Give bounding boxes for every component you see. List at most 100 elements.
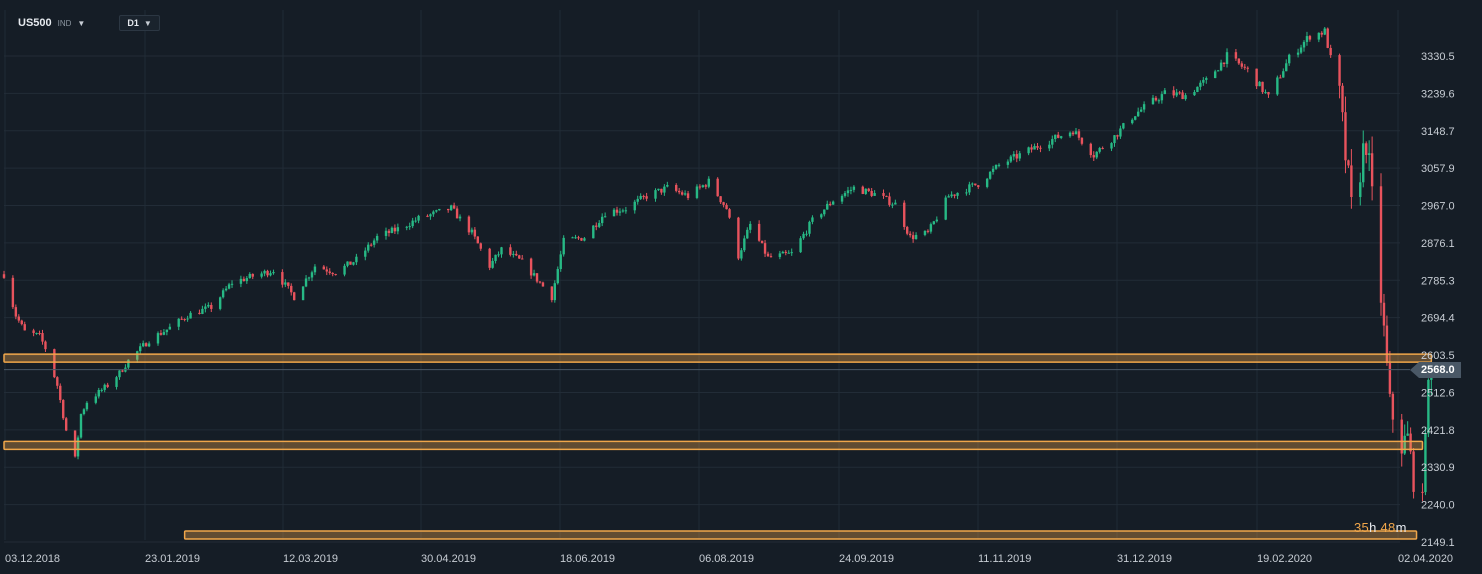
candle-bull: [263, 269, 266, 277]
candle-bull: [740, 247, 743, 261]
candle-bull: [1202, 77, 1205, 86]
candle-bull: [260, 271, 263, 279]
candle-body: [1288, 54, 1291, 64]
candle-bear: [325, 266, 328, 276]
candle-body: [322, 266, 326, 270]
candle-body: [20, 320, 23, 325]
candle-bull: [1362, 130, 1365, 188]
candle-bear: [393, 224, 397, 235]
candle-bull: [1139, 106, 1143, 113]
candle-body: [888, 196, 891, 205]
candle-bull: [470, 227, 474, 235]
candle-body: [1320, 32, 1323, 35]
candle-body: [849, 189, 853, 191]
candle-body: [1178, 92, 1181, 94]
candle-bull: [168, 323, 172, 330]
candle-body: [894, 202, 897, 205]
candle-body: [944, 197, 947, 220]
candle-body: [1427, 379, 1430, 434]
candle-bull: [1225, 48, 1229, 68]
candle-body: [766, 253, 770, 257]
candle-body: [654, 190, 657, 199]
candle-bull: [165, 329, 169, 336]
candle-body: [1302, 41, 1306, 48]
candle-body: [867, 188, 870, 191]
candle-body: [799, 238, 802, 253]
candle-body: [1317, 32, 1321, 40]
symbol-selector[interactable]: US500 IND ▼: [10, 15, 93, 31]
candles: [2, 26, 1433, 502]
candle-body: [722, 202, 725, 205]
candle-bull: [1033, 143, 1036, 150]
chevron-down-icon: ▼: [77, 18, 86, 28]
candle-body: [1282, 71, 1285, 78]
candle-body: [144, 343, 148, 347]
candle-bull: [1403, 424, 1406, 455]
candle-body: [811, 217, 814, 222]
candle-bull: [147, 341, 151, 348]
timeframe-selector[interactable]: D1 ▼: [119, 15, 160, 31]
candle-body: [911, 235, 915, 240]
candle-body: [974, 183, 977, 186]
candle-body: [210, 304, 213, 309]
candle-bull: [124, 364, 127, 373]
candle-bear: [1391, 391, 1395, 433]
candle-body: [677, 190, 681, 193]
candle-body: [784, 251, 787, 253]
candle-bull: [1122, 122, 1125, 130]
candle-bear: [1077, 128, 1081, 141]
candle-body: [914, 234, 918, 240]
candle-bear: [476, 236, 480, 244]
candle-bull: [826, 200, 829, 210]
price-tick-label: 2603.5: [1421, 350, 1455, 362]
candle-bull: [239, 275, 243, 288]
candle-bull: [1285, 59, 1288, 72]
candle-body: [701, 185, 705, 188]
candle-bull: [301, 286, 305, 301]
candle-body: [1285, 63, 1288, 72]
candle-bull: [435, 209, 438, 213]
candle-body: [177, 318, 180, 327]
candle-body: [947, 196, 950, 198]
candle-bear: [885, 195, 888, 198]
candle-bull: [1095, 151, 1098, 160]
candle-bull: [808, 220, 811, 237]
candle-body: [556, 269, 559, 284]
candle-body: [372, 240, 376, 245]
candle-bull: [1160, 91, 1164, 104]
candle-bull: [1027, 146, 1030, 156]
candle-bear: [53, 348, 56, 379]
candle-body: [352, 262, 355, 265]
candle-bear: [926, 229, 930, 234]
price-tick-label: 3330.5: [1421, 51, 1455, 63]
candle-body: [2, 274, 6, 278]
candle-body: [1172, 90, 1175, 96]
candle-body: [1388, 362, 1392, 394]
candle-body: [908, 233, 912, 236]
candle-body: [242, 278, 246, 282]
candle-bear: [473, 227, 477, 240]
candle-bull: [186, 315, 189, 322]
candle-bear: [322, 265, 326, 270]
candle-body: [1299, 47, 1303, 53]
candle-body: [615, 209, 619, 213]
candle-body: [218, 297, 222, 309]
candle-body: [808, 221, 811, 234]
candle-body: [805, 233, 808, 235]
candle-body: [405, 226, 408, 228]
candle-body: [438, 208, 441, 211]
price-tick-label: 2330.9: [1421, 462, 1455, 474]
candle-body: [1157, 100, 1161, 102]
candle-bull: [1323, 26, 1326, 36]
candle-body: [301, 286, 305, 301]
candle-bull: [343, 263, 346, 277]
candle-bear: [38, 330, 41, 336]
candle-body: [1385, 325, 1389, 363]
candle-bear: [1400, 413, 1403, 467]
candle-bear: [488, 247, 491, 271]
candle-bull: [429, 213, 432, 220]
candle-body: [1202, 79, 1205, 83]
candle-bull: [1006, 159, 1010, 169]
candle-body: [432, 211, 435, 215]
